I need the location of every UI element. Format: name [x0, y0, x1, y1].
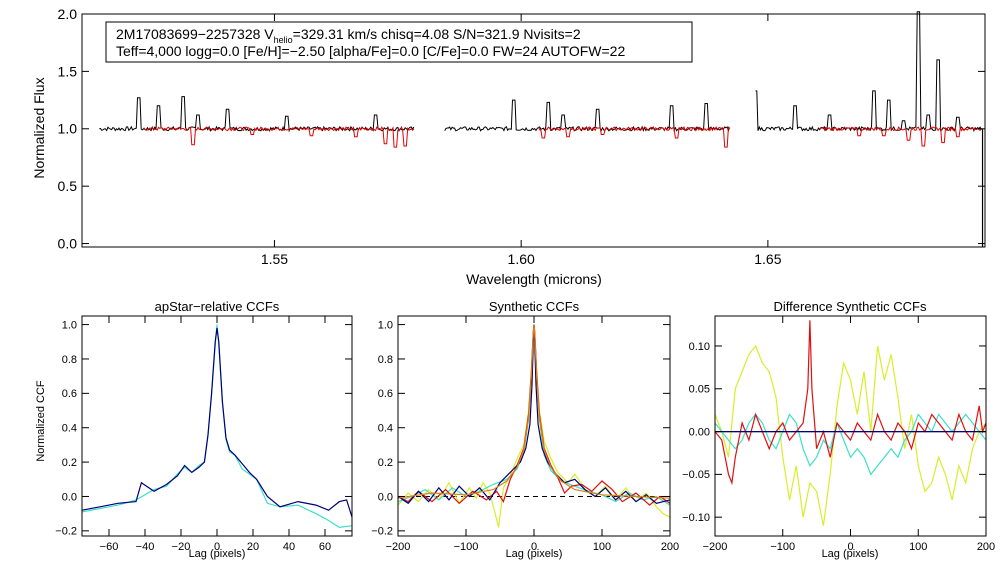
spectrum-x-label: Wavelength (microns)	[466, 271, 602, 287]
ccf-panel-synthetic-title: Synthetic CCFs	[489, 299, 580, 314]
spectrum-y-tick-label: 1.5	[58, 63, 78, 79]
ccf-p3-x-tick-label: 0	[847, 541, 853, 553]
info-line-1: 2M17083699−2257328 Vhelio=329.31 km/s ch…	[116, 26, 581, 45]
ccf-p1-y-tick-label: 0.6	[62, 388, 77, 400]
ccf-p1-x-tick-label: 40	[283, 541, 295, 553]
ccf-p1-x-tick-label: 0	[214, 541, 220, 553]
ccf-p2-x-tick-label: 200	[661, 541, 679, 553]
ccf-panel-difference-x-label: Lag (pixels)	[822, 548, 879, 560]
spectrum-lines	[99, 11, 984, 247]
ccf-p2-x-tick-label: −100	[454, 541, 479, 553]
model-spectrum-chip-1	[143, 125, 415, 148]
ccf-panel-synthetic: Synthetic CCFs −200 −100 0 100 200 −0.2 0.0 0.2…	[371, 299, 679, 560]
ccf-p1-y-tick-label: 0.4	[62, 423, 77, 435]
ccf-p2-x-tick-label: 0	[531, 541, 537, 553]
ccf-p2-y-tick-label: 1.0	[378, 319, 393, 331]
ccf-panel-synthetic-plot: −200 −100 0 100 200 −0.2 0.0 0.2 0.4 0.6 0.8 1.0	[371, 315, 679, 553]
ccf-p2-x-tick-label: −200	[386, 541, 411, 553]
info-box	[105, 21, 693, 63]
ccf-panel-difference-title: Difference Synthetic CCFs	[774, 299, 927, 314]
model-spectrum-chip-3	[819, 125, 982, 147]
ccf-p1-y-tick-label: 0.8	[62, 354, 77, 366]
spectrum-axes: 1.55 1.60 1.65 0.0 0.5 1.0 1.5 2.0	[58, 6, 986, 267]
ccf-p1-x-tick-label: 60	[319, 541, 331, 553]
ccf-p2-y-tick-label: 0.4	[378, 423, 393, 435]
ccf-p3-y-tick-label: 0.10	[689, 341, 710, 353]
ccf-p3-x-tick-label: 100	[909, 541, 927, 553]
observed-spectrum-chip-1	[99, 96, 415, 133]
ccf-p1-x-tick-label: −20	[172, 541, 191, 553]
ccf-panel-difference: Difference Synthetic CCFs −200 −100 0 100 20…	[682, 299, 995, 560]
spectrum-y-tick-label: 1.0	[58, 121, 78, 137]
spectrum-y-label: Normalized Flux	[31, 77, 47, 178]
ccf-p2-y-tick-label: 0.8	[378, 354, 393, 366]
ccf-p3-y-tick-label: 0.00	[689, 426, 710, 438]
ccf-panel-apstar-x-label: Lag (pixels)	[189, 548, 246, 560]
ccf-p2-series-syn-navy	[398, 324, 670, 505]
model-spectrum-chip-2	[537, 125, 730, 148]
ccf-p2-y-tick-label: 0.2	[378, 457, 393, 469]
observed-spectrum-chip-2	[444, 99, 731, 133]
spectrum-y-tick-label: 2.0	[58, 6, 78, 22]
ccf-p3-series-diff-red	[715, 320, 986, 486]
ccf-p2-y-tick-label: −0.2	[371, 526, 393, 538]
ccf-p2-frame	[397, 315, 671, 537]
spectrum-panel: 1.55 1.60 1.65 0.0 0.5 1.0 1.5 2.0 2M17083699−2…	[31, 6, 986, 287]
spectrum-y-tick-label: 0.5	[58, 178, 78, 194]
ccf-p1-x-tick-label: −60	[100, 541, 119, 553]
ccf-p2-y-tick-label: 0.0	[378, 491, 393, 503]
ccf-panel-difference-plot: −200 −100 0 100 200 −0.10 −0.05 0.00 0.05 0.10	[682, 315, 995, 553]
ccf-p3-x-tick-label: −100	[770, 541, 795, 553]
info-line-2: Teff=4,000 logg=0.0 [Fe/H]=−2.50 [alpha/…	[116, 43, 625, 59]
ccf-p2-x-tick-label: 100	[593, 541, 611, 553]
ccf-panel-apstar-plot: −60 −40 −20 0 20 40 60 −0.2 0.0 0.2 0.4 0.6 0.8 1.0	[55, 315, 353, 553]
ccf-panel-apstar: apStar−relative CCFs −60 −40 −20 0 20 40 60 −0.…	[35, 299, 353, 560]
ccf-panel-synthetic-x-label: Lag (pixels)	[506, 548, 563, 560]
ccf-p3-y-tick-label: −0.05	[682, 469, 710, 481]
ccf-p2-series-syn-orange	[398, 324, 670, 499]
ccf-p3-y-tick-label: 0.05	[689, 384, 710, 396]
ccf-p1-x-tick-label: 20	[247, 541, 259, 553]
info-line-1-b: =329.31 km/s chisq=4.08 S/N=321.9 Nvisit…	[293, 26, 581, 42]
info-line-1-a: 2M17083699−2257328 V	[116, 26, 274, 42]
ccf-panel-apstar-y-label: Normalized CCF	[35, 380, 47, 462]
ccf-p1-y-tick-label: 0.0	[62, 491, 77, 503]
spectrum-frame	[81, 13, 986, 248]
spectrum-x-tick-label: 1.55	[261, 251, 288, 267]
ccf-p2-y-tick-label: 0.6	[378, 388, 393, 400]
ccf-p3-frame	[714, 315, 987, 537]
ccf-p1-y-tick-label: 1.0	[62, 319, 77, 331]
ccf-p2-series-syn-cyan	[398, 324, 670, 506]
ccf-p2-series-syn-red	[398, 324, 670, 506]
ccf-p1-series-ccf-cyan	[82, 324, 352, 529]
ccf-p3-x-tick-label: 200	[977, 541, 995, 553]
ccf-p3-series-diff-cyan	[715, 413, 986, 476]
ccf-p1-y-tick-label: 0.2	[62, 457, 77, 469]
ccf-p3-x-tick-label: −200	[703, 541, 728, 553]
observed-spectrum-chip-3	[755, 11, 982, 133]
spectrum-x-tick-label: 1.60	[508, 251, 535, 267]
ccf-p1-y-tick-label: −0.2	[55, 526, 77, 538]
ccf-p1-x-tick-label: −40	[136, 541, 155, 553]
info-line-1-sub: helio	[274, 35, 293, 45]
spectrum-y-tick-label: 0.0	[58, 235, 78, 251]
ccf-p3-series-diff-yellow	[715, 344, 986, 526]
ccf-p1-series-ccf-navy	[82, 327, 352, 518]
ccf-panel-apstar-title: apStar−relative CCFs	[155, 299, 280, 314]
spectrum-x-tick-label: 1.65	[754, 251, 781, 267]
ccf-p3-y-tick-label: −0.10	[682, 512, 710, 524]
